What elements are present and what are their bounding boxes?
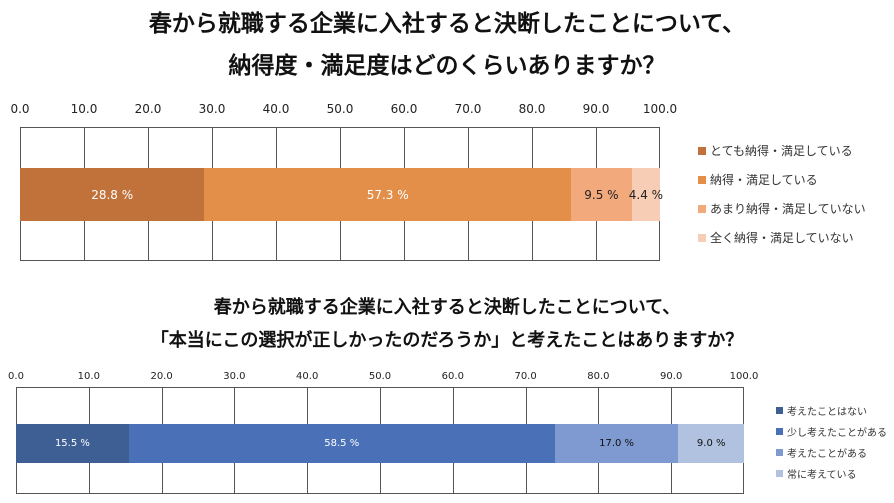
x-tick-label: 10.0 (70, 102, 98, 116)
legend: とても納得・満足している 納得・満足しているあまり納得・満足していない 全く納得・満… (698, 136, 866, 252)
legend-label: あまり納得・満足していない (710, 202, 866, 216)
x-tick-label: 50.0 (368, 371, 392, 382)
bar-segment: 17.0 % (554, 424, 679, 463)
bar-segment: 4.4 % (628, 168, 664, 221)
legend-item: 考えたことはない (776, 400, 887, 421)
x-tick-label: 30.0 (223, 371, 246, 382)
x-tick-label: 70.0 (514, 371, 537, 382)
legend-swatch (776, 428, 783, 435)
bar-segment: 9.0 % (678, 424, 744, 463)
x-tick-label: 80.0 (518, 102, 546, 116)
legend-swatch (776, 449, 783, 456)
legend-swatch (698, 233, 706, 242)
legend-label: 全く納得・満足していない (710, 231, 854, 245)
x-tick-label: 0.0 (8, 371, 24, 382)
x-tick-label: 40.0 (262, 102, 290, 116)
chart1-title-line1: 春から就職する企業に入社すると決断したことについて、 (148, 11, 746, 37)
legend-item: 常に考えている (776, 463, 887, 484)
legend-item: 全く納得・満足していない (698, 223, 866, 252)
legend-label: 考えたことがある (787, 449, 867, 460)
data-label: 9.5 % (584, 187, 619, 202)
legend-label: とても納得・満足している (710, 144, 853, 158)
legend-label: 常に考えている (787, 470, 857, 481)
legend-label: 考えたことはない (787, 407, 867, 418)
legend: 考えたことはない少し考えたことがある 考えたことがある 常に考えている (776, 400, 887, 484)
x-tick-label: 0.0 (10, 102, 30, 116)
x-tick-label: 60.0 (390, 102, 418, 116)
legend-item: とても納得・満足している (698, 136, 866, 165)
data-label: 4.4 % (628, 187, 664, 202)
bar-segment: 28.8 % (20, 168, 205, 221)
bar-segment: 58.5 % (128, 424, 555, 463)
legend-swatch (698, 204, 706, 213)
x-tick-label: 20.0 (150, 371, 173, 382)
chart2-title-line1: 春から就職する企業に入社すると決断したことについて、 (213, 297, 681, 318)
chart2-title-line2: 「本当にこの選択が正しかったのだろうか」と考えたことはありますか？ (150, 330, 744, 351)
chart1-title-line2: 納得度・満足度はどのくらいありますか？ (228, 53, 666, 79)
bar-segment: 57.3 % (204, 168, 572, 221)
legend-item: あまり納得・満足していない (698, 194, 866, 223)
data-label: 57.3 % (366, 187, 409, 202)
data-label: 17.0 % (599, 438, 635, 449)
legend-item: 考えたことがある (776, 442, 887, 463)
legend-item: 少し考えたことがある (776, 421, 887, 442)
data-label: 9.0 % (696, 438, 726, 449)
x-tick-label: 80.0 (587, 371, 610, 382)
legend-label: 納得・満足している (710, 173, 818, 187)
legend-swatch (698, 175, 706, 184)
legend-item: 納得・満足している (698, 165, 866, 194)
x-tick-label: 100.0 (729, 371, 759, 382)
legend-label: 少し考えたことがある (787, 428, 887, 439)
x-tick-label: 30.0 (198, 102, 226, 116)
x-tick-label: 40.0 (296, 371, 319, 382)
x-tick-label: 100.0 (642, 102, 678, 116)
legend-swatch (698, 146, 706, 155)
legend-swatch (776, 470, 783, 477)
x-tick-label: 90.0 (582, 102, 610, 116)
data-label: 15.5 % (54, 438, 90, 449)
bar-segment: 15.5 % (16, 424, 129, 463)
bar-segment: 9.5 % (571, 168, 632, 221)
x-tick-label: 70.0 (454, 102, 482, 116)
data-label: 28.8 % (91, 187, 134, 202)
x-tick-label: 10.0 (77, 371, 100, 382)
x-tick-label: 50.0 (326, 102, 354, 116)
data-label: 58.5 % (324, 438, 360, 449)
x-tick-label: 90.0 (660, 371, 683, 382)
x-tick-label: 60.0 (441, 371, 464, 382)
legend-swatch (776, 407, 783, 414)
x-tick-label: 20.0 (134, 102, 162, 116)
